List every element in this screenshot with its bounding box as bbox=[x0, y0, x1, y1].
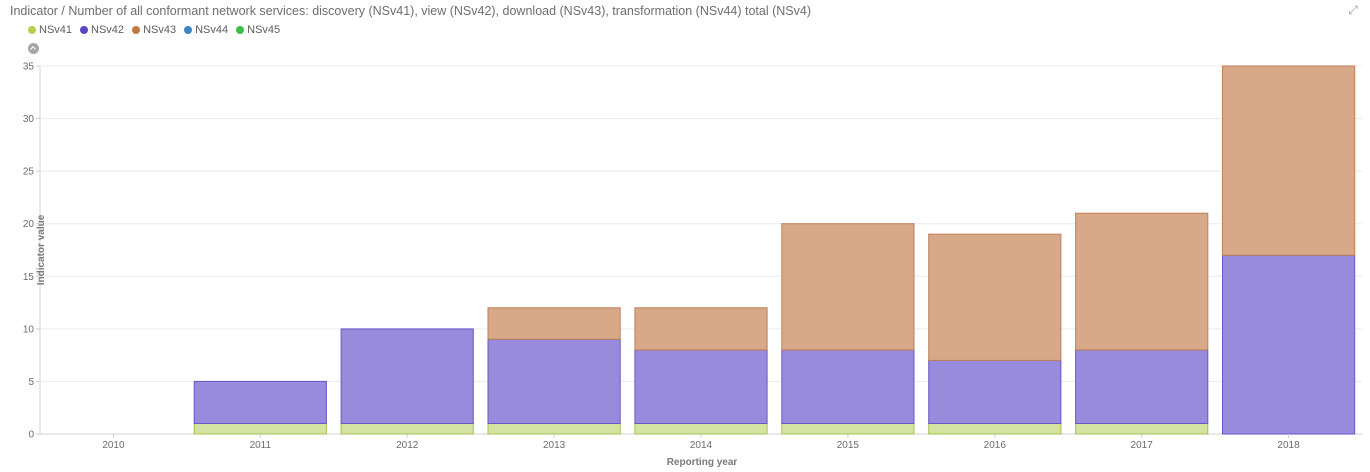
bar-nsv43-2018 bbox=[1222, 65, 1356, 256]
x-tick-label-2013: 2013 bbox=[543, 440, 566, 451]
x-tick-label-2016: 2016 bbox=[984, 440, 1007, 451]
bar-nsv43-2017 bbox=[1075, 212, 1209, 351]
legend: NSv41 NSv42 NSv43 NSv44 NSv45 bbox=[28, 24, 280, 36]
x-tick-label-2011: 2011 bbox=[250, 440, 272, 451]
legend-label-nsv43: NSv43 bbox=[143, 24, 177, 36]
y-tick-label: 0 bbox=[28, 430, 34, 441]
legend-item-nsv43[interactable]: NSv43 bbox=[132, 24, 176, 36]
y-tick-label: 15 bbox=[23, 272, 35, 283]
bar-nsv41-2016 bbox=[928, 423, 1062, 435]
legend-item-nsv44[interactable]: NSv44 bbox=[184, 24, 228, 36]
bar-nsv42-2012 bbox=[340, 328, 474, 424]
x-tick-label-2012: 2012 bbox=[396, 440, 419, 451]
bar-nsv43-2013 bbox=[487, 307, 621, 340]
bar-nsv42-2017 bbox=[1075, 349, 1209, 424]
bar-nsv42-2011 bbox=[193, 380, 327, 424]
y-tick-label: 35 bbox=[23, 62, 35, 73]
expand-icon[interactable]: ⤢ bbox=[1348, 3, 1358, 17]
y-tick-label: 30 bbox=[23, 114, 35, 125]
legend-item-nsv42[interactable]: NSv42 bbox=[80, 24, 124, 36]
legend-dot-nsv45 bbox=[236, 26, 245, 34]
x-tick-label-2014: 2014 bbox=[690, 440, 713, 451]
y-tick-label: 5 bbox=[28, 377, 34, 388]
chart-title: Indicator / Number of all conformant net… bbox=[10, 4, 811, 18]
legend-label-nsv41: NSv41 bbox=[39, 24, 73, 36]
bar-nsv41-2015 bbox=[781, 423, 915, 435]
legend-dot-nsv43 bbox=[132, 26, 141, 34]
legend-item-nsv41[interactable]: NSv41 bbox=[28, 24, 72, 36]
bar-nsv42-2014 bbox=[634, 349, 768, 424]
bar-nsv41-2014 bbox=[634, 423, 768, 435]
legend-label-nsv44: NSv44 bbox=[195, 24, 229, 36]
bar-nsv41-2011 bbox=[193, 423, 327, 435]
bar-nsv42-2016 bbox=[928, 359, 1062, 424]
bar-nsv42-2013 bbox=[487, 338, 621, 424]
y-tick-label: 20 bbox=[23, 219, 35, 230]
bar-nsv43-2016 bbox=[928, 233, 1062, 361]
bar-nsv42-2015 bbox=[781, 349, 915, 424]
legend-label-nsv45: NSv45 bbox=[247, 24, 281, 36]
y-tick-label: 25 bbox=[23, 167, 35, 178]
y-tick-label: 10 bbox=[23, 324, 35, 335]
y-axis-label: Indicator value bbox=[35, 214, 47, 286]
x-tick-label-2015: 2015 bbox=[837, 440, 860, 451]
bar-nsv41-2012 bbox=[340, 423, 474, 435]
legend-dot-nsv41 bbox=[28, 26, 36, 34]
x-tick-label-2018: 2018 bbox=[1277, 440, 1300, 451]
legend-dot-nsv42 bbox=[80, 26, 89, 34]
bar-nsv43-2014 bbox=[634, 307, 768, 351]
x-tick-label-2010: 2010 bbox=[102, 440, 125, 451]
bar-nsv43-2015 bbox=[781, 223, 915, 351]
collapse-legend-icon[interactable] bbox=[28, 43, 39, 54]
legend-label-nsv42: NSv42 bbox=[91, 24, 125, 36]
legend-dot-nsv44 bbox=[184, 26, 193, 34]
bar-nsv42-2018 bbox=[1222, 254, 1356, 435]
bar-nsv41-2013 bbox=[487, 423, 621, 435]
bar-nsv41-2017 bbox=[1075, 423, 1209, 435]
x-tick-label-2017: 2017 bbox=[1131, 440, 1154, 451]
legend-item-nsv45[interactable]: NSv45 bbox=[236, 24, 280, 36]
x-axis-label: Reporting year bbox=[666, 457, 738, 468]
